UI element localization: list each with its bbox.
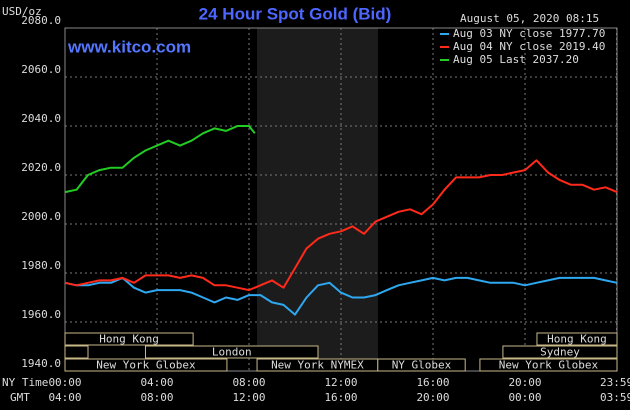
- x2-tick-label: 00:00: [508, 391, 541, 404]
- legend-label: Aug 04 NY close 2019.40: [453, 40, 605, 53]
- x-tick-label: 23:59: [600, 376, 630, 389]
- session-label: New York NYMEX: [271, 359, 364, 372]
- price-line: [64, 125, 256, 194]
- legend-label: Aug 05 Last 2037.20: [453, 53, 579, 66]
- session-bar: [502, 345, 618, 359]
- y-tick-label: 2020.0: [21, 161, 61, 174]
- session-bar: [145, 345, 319, 359]
- session-bar: [479, 358, 618, 372]
- session-bar: [536, 332, 618, 346]
- session-bar: [64, 345, 89, 359]
- price-line: [64, 276, 618, 316]
- y-tick-label: 1980.0: [21, 259, 61, 272]
- nymex-shade: [257, 28, 378, 371]
- y-tick-label: 1960.0: [21, 308, 61, 321]
- y-tick-label: 1940.0: [21, 357, 61, 370]
- timestamp: August 05, 2020 08:15: [460, 12, 599, 25]
- x-axis-label: NY Time: [2, 376, 48, 389]
- session-label: New York Globex: [96, 359, 196, 372]
- x-tick-label: 00:00: [48, 376, 81, 389]
- y-tick-label: 2080.0: [21, 14, 61, 27]
- x2-tick-label: 04:00: [48, 391, 81, 404]
- session-label: Hong Kong: [547, 333, 607, 346]
- x2-tick-label: 16:00: [324, 391, 357, 404]
- y-tick-label: 2040.0: [21, 112, 61, 125]
- x2-axis-label: GMT: [10, 391, 30, 404]
- y-axis-label: USD/oz: [2, 5, 42, 18]
- x2-tick-label: 03:59: [600, 391, 630, 404]
- x-tick-label: 16:00: [416, 376, 449, 389]
- watermark: www.kitco.com: [67, 37, 191, 56]
- session-label: Hong Kong: [99, 333, 159, 346]
- x2-tick-label: 08:00: [140, 391, 173, 404]
- session-label: Sydney: [540, 346, 580, 359]
- session-bar: [64, 332, 194, 346]
- y-tick-label: 2060.0: [21, 63, 61, 76]
- session-bar: [64, 358, 228, 372]
- x-tick-label: 20:00: [508, 376, 541, 389]
- chart-title: 24 Hour Spot Gold (Bid): [199, 4, 392, 23]
- session-bar: [377, 358, 466, 372]
- x-tick-label: 08:00: [232, 376, 265, 389]
- session-label: New York Globex: [499, 359, 599, 372]
- x-tick-label: 12:00: [324, 376, 357, 389]
- legend-label: Aug 03 NY close 1977.70: [453, 27, 605, 40]
- session-label: NY Globex: [392, 359, 452, 372]
- y-tick-label: 2000.0: [21, 210, 61, 223]
- x-tick-label: 04:00: [140, 376, 173, 389]
- price-line: [64, 159, 618, 292]
- x2-tick-label: 20:00: [416, 391, 449, 404]
- session-label: London: [212, 346, 252, 359]
- x2-tick-label: 12:00: [232, 391, 265, 404]
